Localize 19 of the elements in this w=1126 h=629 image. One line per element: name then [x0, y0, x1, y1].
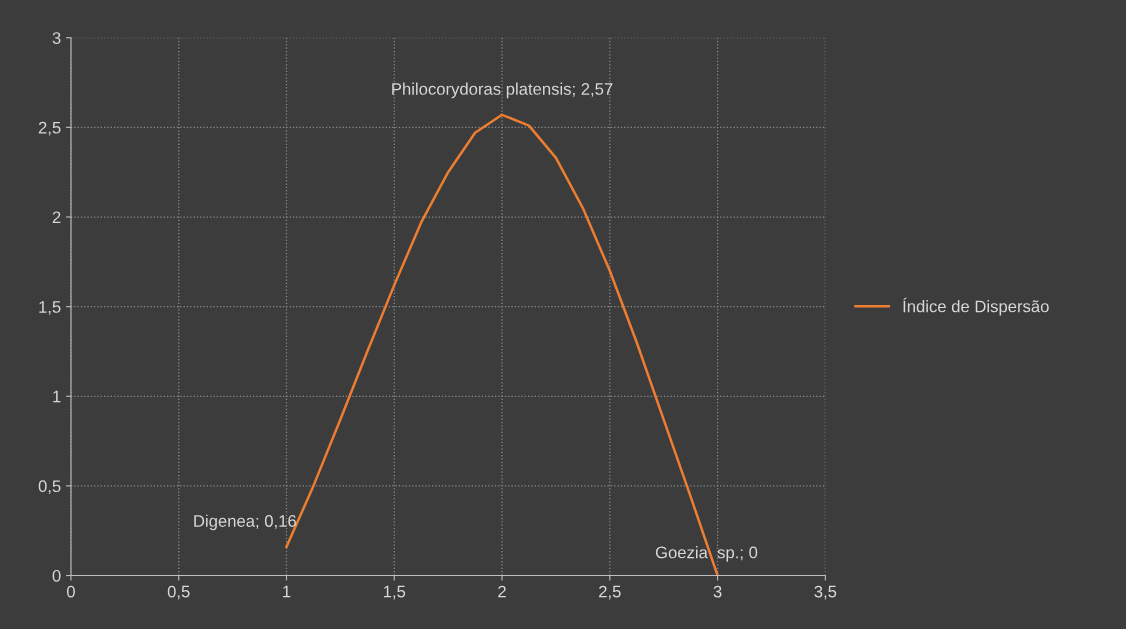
x-tick-label: 3 [713, 585, 722, 598]
legend-label: Índice de Dispersão [903, 297, 1049, 316]
annotation: Philocorydoras platensis; 2,57 [392, 82, 613, 99]
x-tick-label: 3,5 [814, 585, 837, 600]
x-tick-label: 0 [66, 585, 75, 598]
y-tick-label: 1 [53, 390, 61, 403]
annotation: Goezia sp.; 0 [655, 546, 758, 562]
x-tick-label: 2,5 [599, 585, 621, 600]
y-tick-label: 2 [52, 211, 61, 224]
y-tick-label: 2,5 [38, 121, 61, 136]
x-tick-label: 1,5 [383, 585, 406, 600]
annotation: Digenea; 0,16 [194, 514, 296, 531]
x-tick-label: 2 [498, 585, 506, 598]
y-tick-label: 0 [52, 569, 61, 582]
y-tick-label: 1,5 [39, 301, 61, 315]
y-tick-label: 0,5 [38, 480, 61, 495]
x-tick-label: 0,5 [167, 585, 190, 600]
y-tick-label: 3 [52, 32, 61, 44]
x-tick-label: 1 [283, 585, 291, 598]
